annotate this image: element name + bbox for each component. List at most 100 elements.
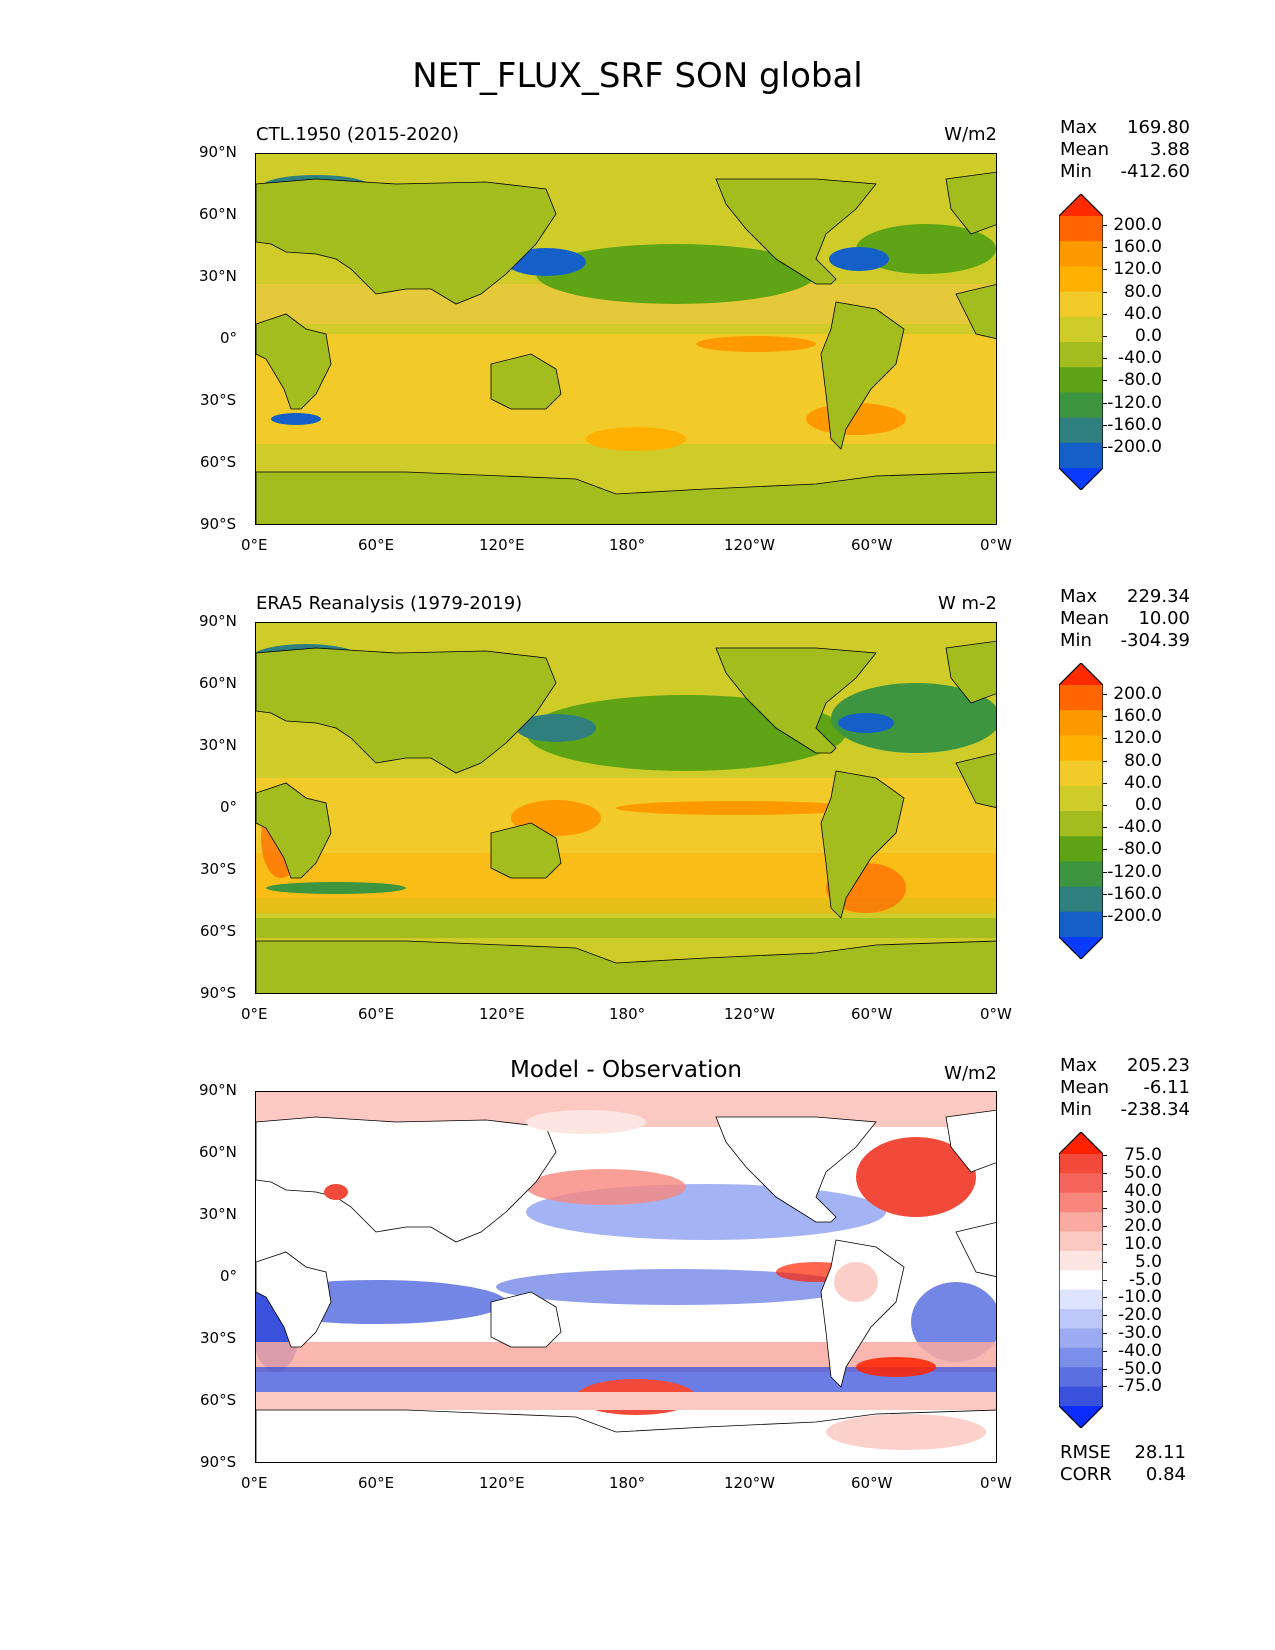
colorbar-tick-label: -160.0 [1107,414,1162,435]
p2-lon-tick: 120°W [724,1005,775,1023]
p1-lat-tick: 60°N [199,205,237,223]
panel-3-colorbar [1058,1131,1104,1429]
p1-lat-tick: 30°S [200,391,237,409]
panel-1-north-pacific-cool [536,244,816,304]
colorbar-tick-label: -10.0 [1118,1287,1162,1308]
colorbar-tick-mark [1103,380,1107,382]
colorbar-tick-label: -30.0 [1118,1323,1162,1343]
p2-lat-tick: 0° [220,798,238,816]
colorbar-tick-mark [1103,1297,1107,1299]
panel-2-southern-ocean-band [256,918,996,938]
panel-1-gulf-stream-strong [829,247,889,271]
corr-value: 0.84 [1145,1464,1186,1485]
colorbar-tick-label: 5.0 [1134,1251,1162,1272]
colorbar-segment [1059,811,1103,837]
figure-title: NET_FLUX_SRF SON global [412,56,863,96]
panel-1-north-atlantic-cool [856,224,996,274]
colorbar-segment [1059,735,1103,762]
colorbar-tick-mark [1103,1386,1107,1388]
colorbar-tick-label: 10.0 [1124,1234,1162,1254]
mean-value: 10.00 [1138,608,1190,629]
colorbar-tick-label: 120.0 [1113,728,1162,749]
colorbar-segment [1059,1328,1103,1349]
colorbar-tick-mark [1103,1190,1107,1192]
p3-lat-tick: 90°S [200,1453,237,1471]
panel-3-north-atlantic-pos [856,1137,976,1217]
colorbar-tick-label: 80.0 [1124,281,1162,302]
panel-1-agulhas [271,413,321,425]
colorbar-tick-mark [1103,1155,1107,1156]
colorbar-segment [1059,1347,1103,1368]
panel-1-stats: Max 169.80 Mean 3.88 Min -412.60 [1060,117,1190,183]
colorbar-tick-label: 80.0 [1124,750,1162,771]
colorbar-segment [1059,367,1103,393]
colorbar-tick-mark [1103,716,1107,718]
colorbar-tick-mark [1103,358,1107,360]
colorbar-tick-mark [1103,1208,1107,1210]
colorbar-tick-label: -40.0 [1118,817,1162,838]
colorbar-tick-label: -40.0 [1118,348,1162,369]
colorbar-tick-mark [1103,1315,1107,1317]
panel-3-map [255,1091,997,1463]
colorbar-segment [1059,1309,1103,1329]
colorbar-segment [1059,392,1103,419]
colorbar-tick-mark [1103,402,1107,404]
rmse-label: RMSE [1060,1442,1111,1463]
panel-3-units: W/m2 [944,1063,997,1084]
colorbar-tick-label: -20.0 [1118,1305,1162,1326]
colorbar-segment [1059,710,1103,736]
panel-3-south-atlantic-pos [856,1357,936,1377]
panel-2-map [255,622,997,994]
p2-lon-tick: 0°E [241,1005,268,1023]
panel-3-antarctica-pos [826,1414,986,1450]
colorbar-tick-label: 0.0 [1134,326,1162,346]
colorbar-extend-min [1059,468,1103,490]
colorbar-tick-label: 0.0 [1134,795,1162,815]
panel-2-gulf-stream [838,713,894,733]
colorbar-tick-mark [1103,1350,1107,1352]
p3-lat-tick: 0° [220,1267,238,1285]
p3-lon-tick: 0°W [980,1474,1012,1492]
colorbar-segment [1059,1250,1103,1271]
p3-lat-tick: 30°N [199,1205,237,1223]
panel-3-antarctic-margin-pos [256,1392,996,1410]
colorbar-tick-label: -80.0 [1118,839,1162,860]
mean-value: 3.88 [1149,139,1190,160]
panel-1-kuroshio-strong [506,248,586,276]
p2-lon-tick: 120°E [479,1005,525,1023]
colorbar-tick-mark [1103,849,1107,851]
p3-lon-tick: 60°W [851,1474,893,1492]
p1-lon-tick: 120°E [479,536,525,554]
p2-lat-tick: 90°S [200,984,237,1002]
p3-lat-tick: 90°N [199,1081,237,1099]
colorbar-segment [1059,291,1103,318]
panel-2-north-atlantic-cool [831,683,996,753]
panel-1-southern-band-2 [256,379,996,409]
colorbar-extend-max [1059,663,1103,685]
max-value: 169.80 [1127,117,1190,138]
colorbar-segment [1059,1192,1103,1213]
p1-lon-tick: 0°W [980,536,1012,554]
panel-2-equatorial-pacific-warm [616,801,856,815]
colorbar-segment [1059,911,1103,938]
panel-1-label: CTL.1950 (2015-2020) [256,124,460,145]
colorbar-segment [1059,1289,1103,1310]
colorbar-segment [1059,1231,1103,1252]
colorbar-tick-label: 50.0 [1124,1162,1162,1183]
colorbar-segment [1059,266,1103,293]
colorbar-tick-mark [1103,336,1107,337]
max-label: Max [1060,117,1098,138]
p1-lon-tick: 180° [609,536,646,554]
max-label: Max [1060,1055,1098,1076]
colorbar-extend-max [1059,194,1103,216]
colorbar-segment [1059,442,1103,469]
colorbar-tick-mark [1103,247,1107,249]
colorbar-segment [1059,836,1103,862]
panel-3-metrics: RMSE 28.11 CORR 0.84 [1060,1442,1186,1486]
panel-2-kuroshio [516,714,596,742]
p2-lon-tick: 60°E [358,1005,395,1023]
colorbar-tick-label: 30.0 [1124,1198,1162,1219]
min-label: Min [1060,161,1092,182]
max-value: 205.23 [1127,1055,1190,1076]
colorbar-segment [1059,1367,1103,1388]
